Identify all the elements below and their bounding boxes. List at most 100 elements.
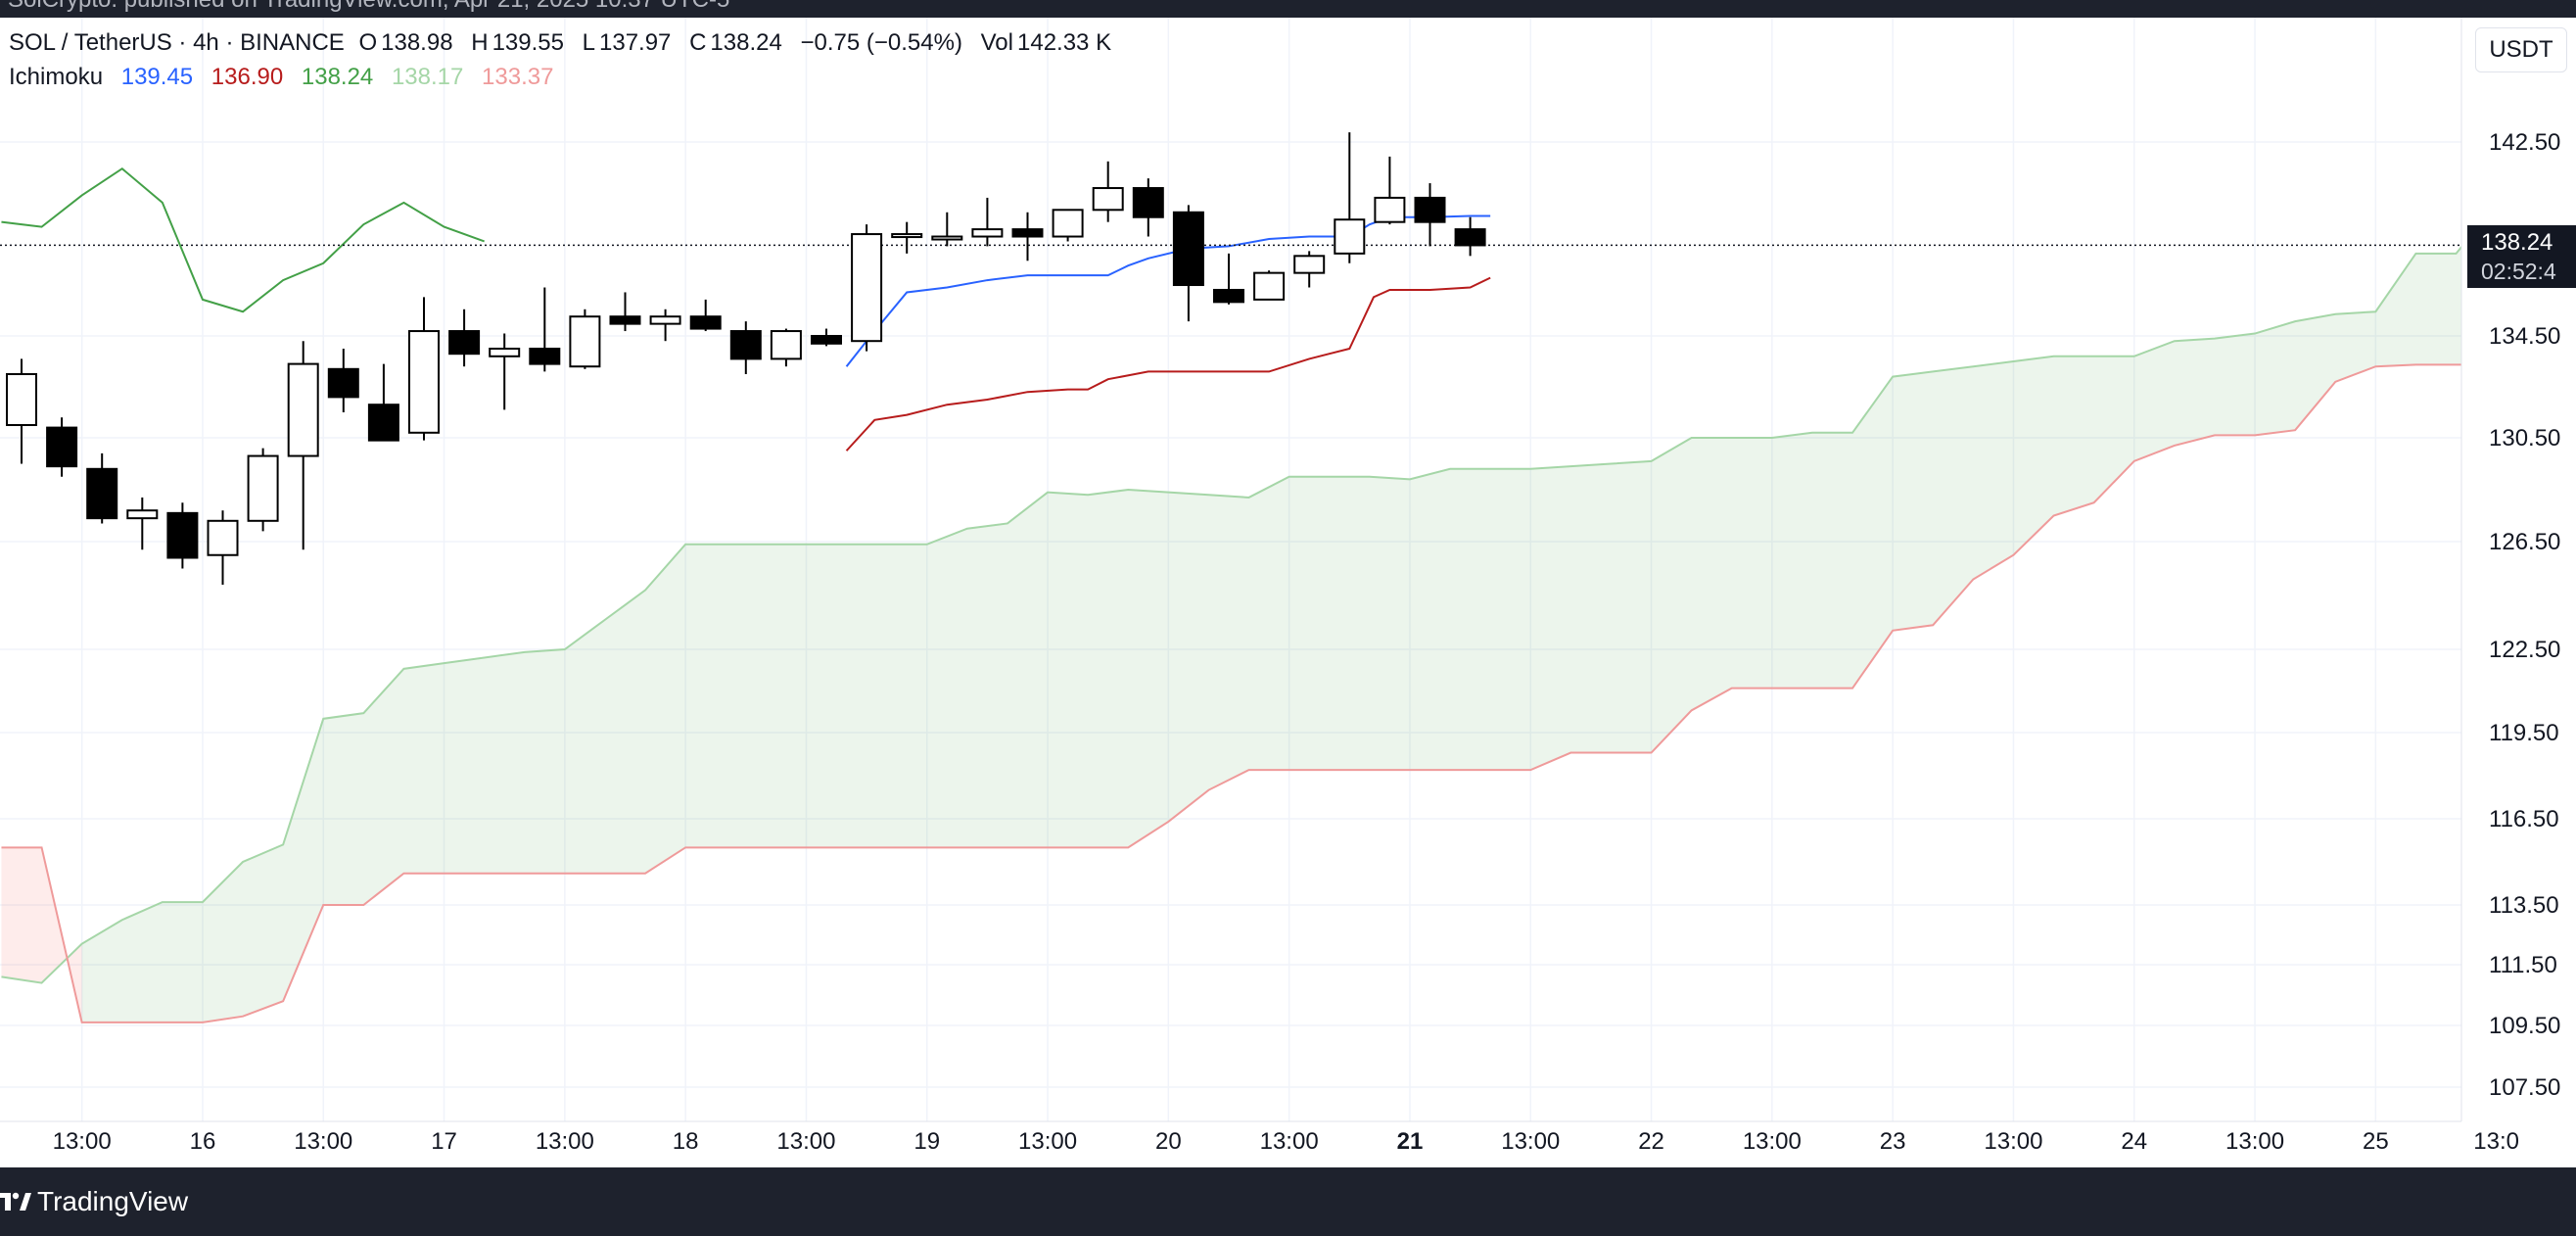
time-tick-label: 23: [1880, 1128, 1906, 1155]
bar-countdown: 02:52:4: [2481, 259, 2556, 284]
candle-body-down: [1172, 211, 1204, 287]
candle-body-up: [126, 509, 159, 520]
tradingview-brand[interactable]: TradingView: [37, 1186, 189, 1216]
candle-body-down: [811, 335, 842, 345]
price-tick-label: 130.50: [2489, 425, 2560, 452]
time-tick-label: 13:00: [1984, 1128, 2042, 1155]
candle: [46, 417, 78, 477]
time-tick-label: 13:00: [1018, 1128, 1077, 1155]
price-tick-label: 109.50: [2489, 1013, 2560, 1039]
candle: [891, 221, 923, 254]
candle-body-down: [1132, 187, 1164, 218]
current-price-tag: 138.24 02:52:4: [2467, 225, 2576, 288]
candle-body-up: [1374, 196, 1406, 223]
ohlc-high: H 139.55: [471, 29, 564, 56]
candle: [689, 299, 722, 332]
candle-body-down: [609, 315, 641, 325]
time-tick-label: 13:00: [776, 1128, 835, 1155]
price-axis-bg: [2461, 18, 2576, 1167]
time-tick-label: 13:00: [1501, 1128, 1560, 1155]
price-axis[interactable]: 142.50 134.50 130.50 126.50 122.50 119.50 116.…: [2460, 18, 2576, 1167]
time-tick-label: 13:00: [1743, 1128, 1802, 1155]
candle-body-down: [1213, 288, 1244, 304]
candle: [1213, 253, 1244, 305]
time-tick-label: 18: [673, 1128, 699, 1155]
time-tick-label: 13:00: [294, 1128, 352, 1155]
time-tick-label: 13:00: [2225, 1128, 2284, 1155]
candle: [529, 287, 561, 372]
ichimoku-line-span-a: [1, 246, 2462, 984]
time-tick-label: 19: [913, 1128, 940, 1155]
currency-button[interactable]: USDT: [2475, 27, 2567, 72]
candle: [851, 224, 883, 352]
price-tick-label: 142.50: [2489, 129, 2560, 156]
candle: [1334, 132, 1366, 263]
price-chart[interactable]: 142.50 134.50 130.50 126.50 122.50 119.50 116.…: [0, 18, 2576, 1167]
ichimoku-line-base: [845, 276, 1491, 452]
candle: [1172, 205, 1204, 322]
price-tick-label: 111.50: [2489, 952, 2557, 978]
candle-body-up: [1253, 271, 1286, 301]
candle: [448, 309, 481, 367]
ichimoku-lines: [1, 166, 2462, 1023]
footer: TradingView: [0, 1167, 2576, 1236]
candle-body-up: [851, 233, 883, 343]
candle-body-up: [489, 348, 521, 357]
candle: [327, 349, 359, 412]
candle-body-up: [247, 454, 279, 522]
cloud-bullish: [81, 247, 2462, 1022]
candle: [287, 341, 319, 550]
candle: [1253, 270, 1286, 301]
candle-body-up: [569, 315, 601, 368]
price-tick-label: 134.50: [2489, 323, 2560, 350]
time-tick-label: 22: [1638, 1128, 1664, 1155]
time-tick-label: 17: [431, 1128, 457, 1155]
indicator-legend[interactable]: Ichimoku 139.45 136.90 138.24 138.17 133…: [9, 64, 565, 91]
candle-body-down: [1414, 196, 1446, 223]
candle-body-down: [86, 467, 118, 520]
candle: [6, 358, 37, 464]
candle-body-down: [448, 330, 481, 356]
candle: [770, 328, 802, 367]
candle: [489, 333, 521, 410]
time-tick-label: 13:0: [2473, 1128, 2519, 1155]
candle: [609, 292, 641, 332]
candle: [971, 197, 1004, 247]
candle-body-up: [1052, 209, 1084, 238]
indicator-value-lagging: 138.24: [301, 64, 374, 90]
candle: [649, 309, 681, 342]
candle-body-up: [971, 228, 1004, 238]
candle: [126, 497, 159, 550]
candle: [1052, 209, 1084, 242]
cloud-bearish: [1, 847, 82, 1022]
candles: [6, 132, 1486, 585]
candle-body-up: [931, 235, 963, 241]
indicator-value-conversion: 139.45: [120, 64, 194, 90]
time-tick-label: 25: [2363, 1128, 2389, 1155]
candle: [86, 452, 118, 524]
candle: [207, 510, 239, 585]
price-tick-label: 122.50: [2489, 637, 2560, 663]
candle: [1454, 216, 1486, 257]
time-tick-label: 13:00: [1260, 1128, 1319, 1155]
tradingview-logo-icon[interactable]: [0, 1187, 31, 1216]
candle-body-up: [287, 362, 319, 457]
publish-info: SolCrypto. published on TradingView.com,…: [8, 0, 729, 14]
candle-body-down: [1454, 228, 1486, 247]
indicator-name: Ichimoku: [9, 64, 104, 90]
indicator-value-base: 136.90: [211, 64, 284, 90]
candle-body-up: [207, 519, 239, 556]
candle: [166, 502, 199, 569]
candle: [367, 363, 399, 442]
candle-body-down: [166, 511, 199, 559]
ichimoku-cloud: [1, 247, 2462, 1022]
ohlc-open: O 138.98: [358, 29, 453, 56]
time-axis[interactable]: 13:00 16 13:00 17 13:00 18 13:00 19 13:00 20 13:00…: [0, 1120, 2519, 1155]
candle: [1374, 156, 1406, 225]
price-tick-label: 113.50: [2489, 892, 2559, 919]
candle: [729, 321, 762, 374]
candle: [1011, 212, 1044, 261]
candle: [931, 212, 963, 247]
candle: [811, 328, 842, 347]
